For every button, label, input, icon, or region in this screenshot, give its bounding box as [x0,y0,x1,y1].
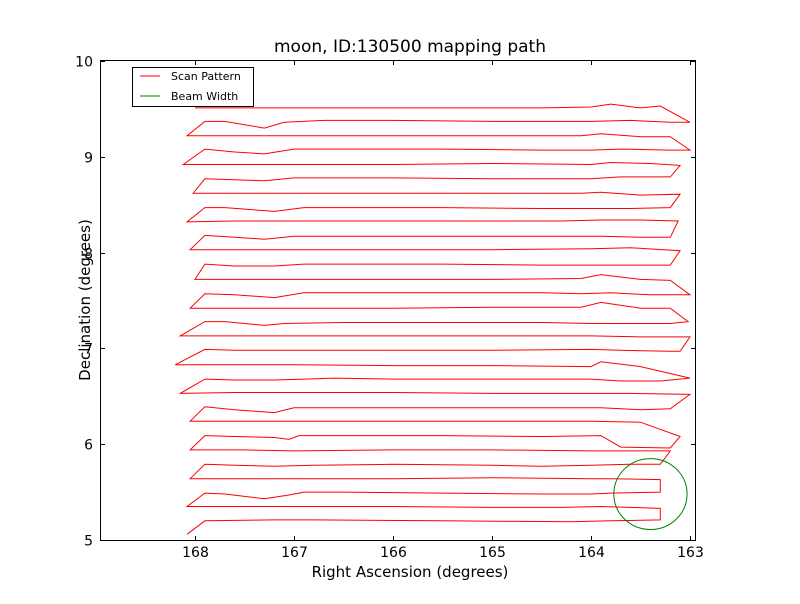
plot-frame [100,60,696,541]
y-axis-label: Declination (degrees) [76,219,94,381]
legend-box [132,67,254,107]
legend: Scan Pattern Beam Width [132,67,254,107]
x-tick-label: 168 [182,545,209,561]
x-tick-label: 165 [479,545,506,561]
legend-label-scan-pattern: Scan Pattern [171,70,241,83]
y-tick-label: 5 [84,534,93,550]
x-tick-label: 164 [578,545,605,561]
series-layer [175,103,692,535]
x-tick-label: 163 [677,545,704,561]
y-tick-label: 8 [84,247,93,263]
tick-layer: 168 167 166 165 164 163 5 6 7 8 9 10 [75,55,704,562]
y-tick-label: 10 [75,55,93,71]
legend-label-beam-width: Beam Width [171,90,238,103]
x-axis-label: Right Ascension (degrees) [312,563,509,581]
chart-title: moon, ID:130500 mapping path [274,37,546,57]
scan-pattern-line [175,103,692,535]
y-tick-label: 9 [84,151,93,167]
beam-width-circle [613,458,688,530]
x-tick-label: 166 [380,545,407,561]
x-tick-label: 167 [281,545,308,561]
y-tick-label: 6 [84,438,93,454]
y-tick-label: 7 [84,342,93,358]
